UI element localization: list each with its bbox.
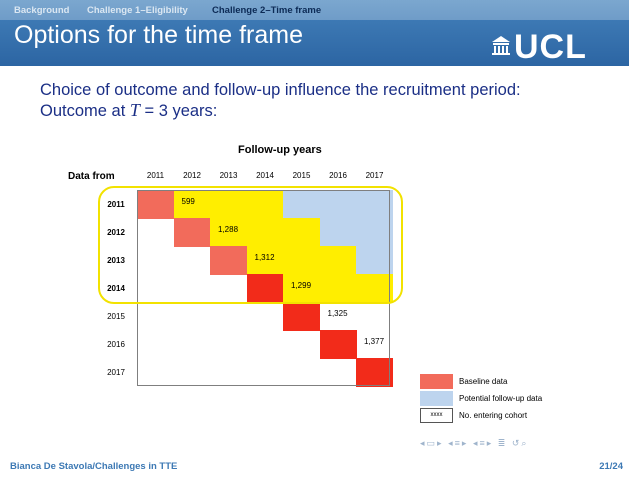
section-navigation: Background Challenge 1–Eligibility Chall…: [0, 0, 629, 20]
row-label: 2017: [107, 368, 125, 377]
year-header: 2016: [329, 171, 347, 180]
intro-suffix: = 3 years:: [139, 102, 218, 120]
footer-author: Bianca De Stavola/Challenges in TTE: [10, 461, 178, 472]
followup-cell: [246, 190, 284, 219]
intro-prefix: Outcome at: [40, 102, 130, 120]
followup-cell: [283, 246, 320, 275]
nav-section-background[interactable]: Background: [14, 5, 70, 16]
intro-text: Choice of outcome and follow-up influenc…: [40, 80, 521, 121]
potential-followup-cell: [319, 218, 357, 247]
baseline-cell: [356, 358, 393, 387]
outcome-variable: T: [129, 100, 140, 120]
row-label: 2016: [107, 340, 125, 349]
title-bar: [0, 20, 629, 66]
entering-count: 1,299: [291, 281, 312, 290]
followup-cell: [246, 218, 284, 247]
legend-swatch-followup: [420, 391, 453, 406]
beamer-navigation: ◂▭▸ ◂≡▸ ◂≡▸ ≣ ↺⌕: [420, 438, 528, 449]
year-header: 2015: [292, 171, 311, 180]
followup-cell: [246, 246, 284, 275]
intro-line-1: Choice of outcome and follow-up influenc…: [40, 81, 521, 99]
nav-search-icon[interactable]: ↺⌕: [511, 438, 529, 448]
potential-followup-cell: [356, 190, 393, 219]
year-header: 2011: [146, 171, 165, 180]
baseline-cell: [283, 302, 320, 331]
legend-swatch-baseline: [420, 374, 453, 389]
followup-cell: [210, 218, 247, 247]
legend-swatch-entering: xxxx: [420, 408, 453, 423]
followup-cell: [283, 274, 320, 303]
entering-count: 1,288: [218, 225, 239, 234]
nav-section-left-icon[interactable]: ◂: [472, 438, 480, 448]
year-header: 2014: [256, 171, 274, 180]
nav-left-icon[interactable]: ◂: [420, 438, 427, 448]
year-header: 2013: [219, 171, 238, 180]
followup-cell: [283, 218, 320, 247]
entering-count: 1,377: [364, 337, 385, 346]
page-number: 21/24: [599, 461, 623, 472]
followup-cell: [173, 190, 211, 219]
year-header: 2012: [183, 171, 201, 180]
legend-label-baseline: Baseline data: [459, 377, 508, 386]
entering-count: 599: [181, 197, 195, 206]
nav-align-icon[interactable]: ≣: [497, 438, 508, 448]
nav-subsection-icon[interactable]: ≡: [454, 438, 462, 448]
potential-followup-cell: [319, 190, 357, 219]
recruitment-highlight: [98, 186, 403, 304]
baseline-cell: [137, 190, 174, 219]
ucl-logo: UCL: [490, 28, 610, 66]
row-header: Data from: [68, 171, 115, 182]
followup-cell: [210, 190, 247, 219]
baseline-cell: [246, 274, 284, 303]
potential-followup-cell: [283, 190, 320, 219]
row-label: 2011: [107, 200, 125, 209]
followup-cell: [319, 246, 357, 275]
nav-subsection-right-icon[interactable]: ▸: [461, 438, 469, 448]
slide-title: Options for the time frame: [14, 21, 304, 49]
table-title: Follow-up years: [238, 144, 322, 156]
portico-icon: [492, 36, 510, 55]
row-label: 2013: [107, 256, 125, 265]
legend-label-entering: No. entering cohort: [459, 411, 528, 420]
nav-section-right-icon[interactable]: ▸: [486, 438, 494, 448]
nav-subsection-left-icon[interactable]: ◂: [448, 438, 455, 448]
legend-label-followup: Potential follow-up data: [459, 394, 543, 403]
year-header: 2017: [365, 171, 384, 180]
nav-section-icon[interactable]: ≡: [479, 438, 487, 448]
logo-wordmark: UCL: [514, 28, 587, 66]
entering-count: 1,325: [327, 309, 348, 318]
baseline-cell: [319, 330, 357, 359]
row-label: 2015: [107, 312, 125, 321]
potential-followup-cell: [356, 218, 393, 247]
row-label: 2012: [107, 228, 125, 237]
nav-frame-icon[interactable]: ▭: [426, 438, 438, 448]
entering-count: 1,312: [254, 253, 275, 262]
potential-followup-cell: [356, 246, 393, 275]
intro-line-2: Outcome at T = 3 years:: [40, 100, 521, 121]
followup-cell: [356, 274, 393, 303]
baseline-cell: [173, 218, 211, 247]
nav-section-time-frame[interactable]: Challenge 2–Time frame: [212, 5, 322, 16]
nav-section-eligibility[interactable]: Challenge 1–Eligibility: [87, 5, 188, 16]
row-label: 2014: [107, 284, 125, 293]
baseline-cell: [210, 246, 247, 275]
followup-cell: [319, 274, 357, 303]
nav-frame-right-icon[interactable]: ▸: [437, 438, 444, 448]
